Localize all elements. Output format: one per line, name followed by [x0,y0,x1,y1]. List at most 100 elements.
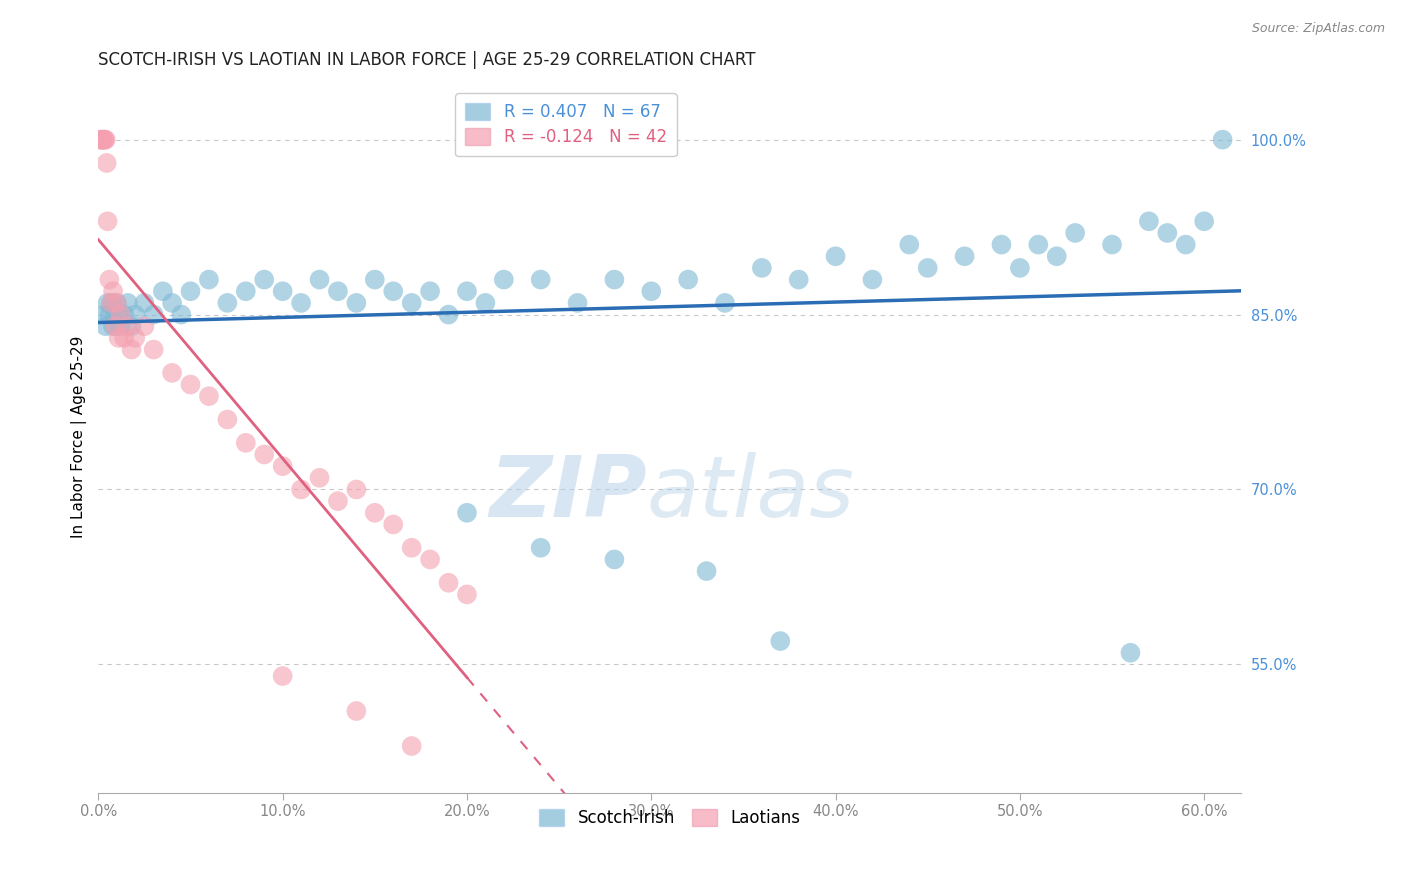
Point [101,319,124,334]
Point [124,308,146,322]
Point [124,331,146,345]
Point [134,319,156,334]
Point [101,285,124,299]
Point [419,285,441,299]
Point [1174,237,1197,252]
Point [107,331,129,345]
Point [1212,133,1234,147]
Point [917,260,939,275]
Point [105,296,128,310]
Point [93,308,115,322]
Legend: Scotch-Irish, Laotians: Scotch-Irish, Laotians [533,803,807,834]
Point [456,506,478,520]
Point [344,704,367,718]
Point [401,739,423,753]
Point [382,517,405,532]
Point [437,575,460,590]
Text: SCOTCH-IRISH VS LAOTIAN IN LABOR FORCE | AGE 25-29 CORRELATION CHART: SCOTCH-IRISH VS LAOTIAN IN LABOR FORCE |… [98,51,756,69]
Point [1101,237,1123,252]
Point [1156,226,1178,240]
Point [824,249,846,263]
Point [170,308,193,322]
Point [97,296,120,310]
Point [1046,249,1069,263]
Point [862,272,884,286]
Point [253,448,276,462]
Point [898,237,921,252]
Point [98,272,121,286]
Point [100,296,122,310]
Point [90,133,112,147]
Point [990,237,1012,252]
Point [696,564,718,578]
Point [456,587,478,601]
Point [100,296,122,310]
Point [117,296,139,310]
Point [198,272,221,286]
Point [217,412,239,426]
Point [603,552,626,566]
Point [134,296,156,310]
Point [567,296,589,310]
Point [769,634,792,648]
Point [290,296,312,310]
Point [1192,214,1215,228]
Point [235,435,257,450]
Point [105,296,128,310]
Point [640,285,662,299]
Point [401,541,423,555]
Point [364,506,387,520]
Point [271,459,294,474]
Point [419,552,441,566]
Point [160,296,183,310]
Point [142,343,165,357]
Point [1119,646,1142,660]
Text: atlas: atlas [647,452,855,535]
Point [91,133,114,147]
Point [714,296,737,310]
Point [198,389,221,403]
Text: Source: ZipAtlas.com: Source: ZipAtlas.com [1251,22,1385,36]
Point [603,272,626,286]
Point [382,285,405,299]
Point [112,308,135,322]
Point [217,296,239,310]
Text: ZIP: ZIP [489,452,647,535]
Point [110,319,132,334]
Point [787,272,810,286]
Point [94,133,117,147]
Point [344,296,367,310]
Point [179,377,201,392]
Point [401,296,423,310]
Point [308,272,330,286]
Point [751,260,773,275]
Point [437,308,460,322]
Point [1026,237,1049,252]
Point [953,249,976,263]
Point [89,133,111,147]
Point [364,272,387,286]
Point [98,308,121,322]
Point [117,319,139,334]
Point [235,285,257,299]
Point [1008,260,1031,275]
Point [93,133,115,147]
Point [344,483,367,497]
Point [1137,214,1160,228]
Point [326,285,349,299]
Point [253,272,276,286]
Point [104,308,127,322]
Point [290,483,312,497]
Point [676,272,699,286]
Point [107,308,129,322]
Y-axis label: In Labor Force | Age 25-29: In Labor Force | Age 25-29 [72,335,87,538]
Point [530,272,553,286]
Point [456,285,478,299]
Point [94,319,117,334]
Point [474,296,496,310]
Point [271,669,294,683]
Point [179,285,201,299]
Point [271,285,294,299]
Point [121,343,143,357]
Point [530,541,553,555]
